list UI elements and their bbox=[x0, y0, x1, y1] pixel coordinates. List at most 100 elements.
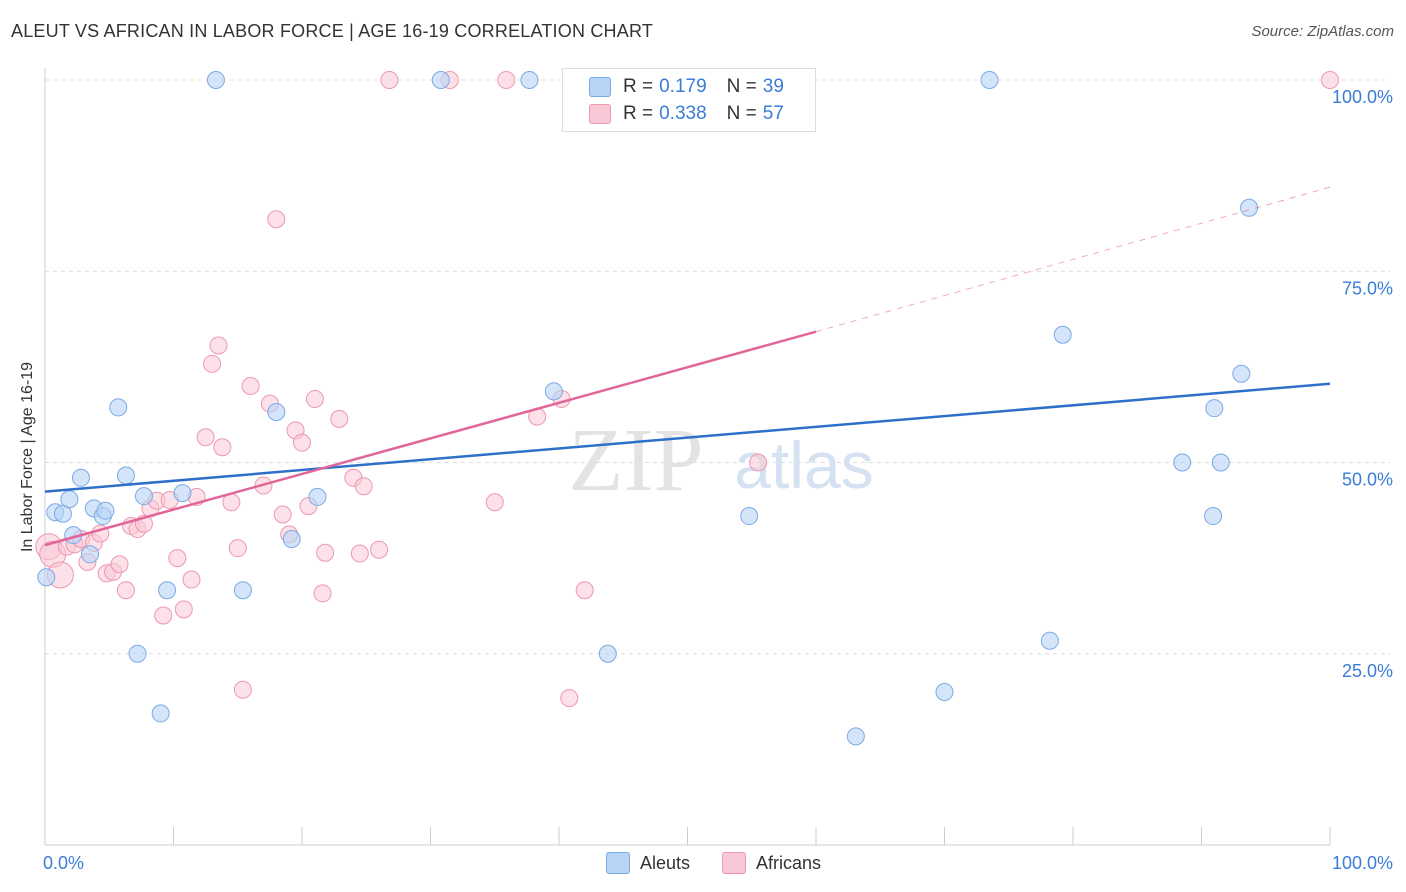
aleut-point bbox=[935, 683, 954, 701]
aleut-point bbox=[37, 568, 56, 587]
legend-row-aleut: R = 0.179 N = 39 bbox=[589, 75, 784, 99]
african-point bbox=[267, 210, 286, 229]
african-point bbox=[273, 505, 292, 524]
aleut-point bbox=[267, 403, 286, 422]
african-point bbox=[174, 600, 193, 619]
african-point bbox=[575, 581, 594, 600]
africans-swatch bbox=[722, 852, 747, 874]
series-legend: Aleuts Africans bbox=[606, 852, 853, 874]
aleut-points bbox=[37, 71, 1259, 746]
watermark: ZIP atlas bbox=[569, 411, 874, 510]
aleut-point bbox=[431, 71, 450, 89]
watermark-zip: ZIP bbox=[569, 411, 704, 510]
african-point bbox=[213, 438, 232, 457]
african-swatch bbox=[589, 104, 611, 124]
aleut-point bbox=[544, 382, 563, 401]
aleut-point bbox=[128, 644, 147, 663]
african-point bbox=[1321, 71, 1339, 89]
grid-lines bbox=[45, 79, 1390, 655]
trend-lines bbox=[44, 186, 1331, 547]
aleut-r-label: R = bbox=[623, 76, 654, 97]
african-point bbox=[370, 540, 389, 559]
african-point bbox=[293, 433, 311, 452]
aleut-point bbox=[151, 704, 170, 723]
african-point bbox=[196, 428, 215, 447]
aleut-trend-line bbox=[44, 382, 1331, 493]
african-trend-extension bbox=[815, 186, 1331, 333]
aleut-point bbox=[740, 507, 759, 526]
african-point bbox=[305, 390, 324, 409]
aleut-point bbox=[1204, 507, 1223, 526]
y-tick-label-25: 25.0% bbox=[1342, 661, 1393, 681]
african-point bbox=[749, 453, 768, 472]
aleut-point bbox=[233, 581, 252, 600]
african-point bbox=[116, 581, 135, 600]
aleut-point bbox=[1173, 453, 1192, 472]
y-tick-label-50: 50.0% bbox=[1342, 470, 1393, 490]
aleut-point bbox=[173, 484, 192, 503]
aleut-point bbox=[980, 71, 999, 89]
aleut-point bbox=[846, 727, 865, 746]
legend-item-africans[interactable]: Africans bbox=[722, 852, 821, 874]
african-point bbox=[241, 377, 260, 395]
aleut-point bbox=[134, 487, 153, 506]
y-tick-label-100: 100.0% bbox=[1332, 87, 1393, 107]
axes bbox=[44, 68, 1331, 846]
y-tick-label-75: 75.0% bbox=[1342, 278, 1393, 298]
africans-label: Africans bbox=[756, 852, 822, 873]
aleut-n-label: N = bbox=[726, 76, 757, 97]
aleut-point bbox=[158, 581, 177, 600]
aleut-point bbox=[71, 468, 90, 487]
aleut-point bbox=[520, 71, 539, 89]
aleut-point bbox=[60, 490, 79, 509]
aleut-r-value: 0.179 bbox=[659, 76, 707, 97]
african-point bbox=[203, 354, 222, 373]
african-point bbox=[228, 539, 247, 558]
african-point bbox=[560, 689, 579, 708]
aleut-point bbox=[1211, 453, 1230, 472]
correlation-legend: R = 0.179 N = 39 R = 0.338 N = 57 bbox=[562, 68, 816, 132]
chart-title: ALEUT VS AFRICAN IN LABOR FORCE | AGE 16… bbox=[11, 21, 654, 41]
legend-item-aleuts[interactable]: Aleuts bbox=[606, 852, 690, 874]
aleut-point bbox=[1053, 325, 1072, 344]
african-n-label: N = bbox=[726, 103, 757, 124]
legend-row-african: R = 0.338 N = 57 bbox=[589, 102, 784, 126]
source-label: Source: ZipAtlas.com bbox=[1251, 23, 1394, 40]
african-point bbox=[168, 549, 187, 568]
aleut-point bbox=[1040, 631, 1059, 650]
african-point bbox=[209, 336, 228, 355]
african-r-label: R = bbox=[623, 103, 654, 124]
african-r-value: 0.338 bbox=[659, 103, 707, 124]
aleut-point bbox=[598, 644, 617, 663]
aleuts-swatch bbox=[606, 852, 630, 874]
aleut-n-value: 39 bbox=[762, 76, 784, 97]
african-point bbox=[182, 570, 201, 589]
aleut-point bbox=[109, 398, 128, 417]
african-point bbox=[316, 543, 335, 562]
african-point bbox=[354, 477, 373, 496]
aleut-swatch bbox=[589, 77, 611, 97]
aleut-point bbox=[116, 466, 135, 485]
african-trend-line bbox=[44, 330, 817, 547]
african-point bbox=[233, 680, 252, 699]
african-point bbox=[350, 544, 369, 563]
aleuts-label: Aleuts bbox=[640, 852, 691, 873]
african-point bbox=[497, 71, 516, 89]
aleut-point bbox=[80, 545, 99, 564]
x-tick-label-min: 0.0% bbox=[43, 853, 84, 873]
african-point bbox=[110, 555, 129, 574]
aleut-point bbox=[308, 487, 327, 506]
aleut-point bbox=[1232, 364, 1251, 383]
african-point bbox=[330, 409, 349, 428]
african-n-value: 57 bbox=[762, 103, 784, 124]
x-tick-label-max: 100.0% bbox=[1332, 853, 1393, 873]
african-point bbox=[380, 71, 399, 89]
african-point bbox=[154, 606, 173, 625]
aleut-point bbox=[1205, 399, 1224, 418]
tick-labels: 25.0% 50.0% 75.0% 100.0% 0.0% 100.0% bbox=[43, 87, 1393, 873]
african-point bbox=[313, 584, 332, 603]
african-points bbox=[35, 71, 1339, 708]
aleut-point bbox=[206, 71, 225, 89]
aleut-point bbox=[96, 501, 115, 520]
